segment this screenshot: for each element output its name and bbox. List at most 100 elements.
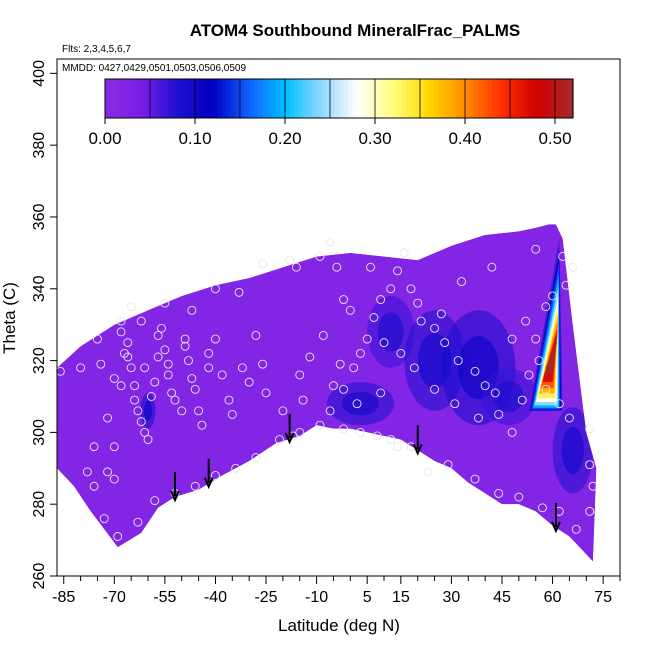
low-value-core-6 bbox=[561, 426, 584, 475]
observation-point bbox=[443, 460, 453, 470]
observation-point bbox=[585, 424, 595, 434]
colorbar-segment bbox=[505, 79, 511, 118]
heatmap-field bbox=[57, 224, 597, 562]
observation-point bbox=[136, 316, 146, 326]
y-tick-label: 280 bbox=[31, 491, 48, 518]
colorbar-segment bbox=[307, 79, 313, 118]
colorbar-segment bbox=[393, 79, 399, 118]
observation-point bbox=[406, 284, 416, 294]
observation-point bbox=[349, 363, 359, 373]
observation-point bbox=[187, 374, 197, 383]
observation-point bbox=[133, 517, 143, 527]
y-axis-title: Theta (C) bbox=[0, 282, 19, 354]
colorbar-segment bbox=[123, 79, 129, 118]
colorbar-frame bbox=[104, 78, 574, 119]
y-tick-label: 300 bbox=[31, 419, 48, 446]
observation-point bbox=[126, 363, 136, 373]
observation-point bbox=[251, 453, 261, 462]
observation-point bbox=[531, 244, 541, 254]
observation-point bbox=[436, 309, 446, 319]
observation-point bbox=[187, 305, 197, 315]
observation-point bbox=[180, 341, 190, 351]
colorbar-segment bbox=[276, 79, 282, 118]
observation-point bbox=[170, 395, 180, 405]
colorbar-segment bbox=[451, 79, 457, 118]
colorbar-segment bbox=[253, 79, 259, 118]
colorbar-segment bbox=[258, 79, 264, 118]
observation-point bbox=[210, 284, 220, 294]
observation-point bbox=[163, 370, 173, 380]
observation-point bbox=[298, 395, 308, 405]
colorbar-segment bbox=[294, 79, 300, 118]
colorbar-segment bbox=[375, 79, 381, 118]
colorbar-segment bbox=[105, 79, 111, 118]
colorbar-segment bbox=[186, 79, 192, 118]
observation-point bbox=[335, 359, 345, 369]
colorbar-segment bbox=[150, 79, 156, 118]
observation-point bbox=[366, 262, 375, 272]
observation-point bbox=[167, 388, 177, 398]
y-tick-label: 360 bbox=[31, 204, 48, 231]
profile-arrows bbox=[170, 414, 561, 534]
colorbar-segment bbox=[303, 79, 309, 118]
observation-point bbox=[558, 252, 568, 261]
colorbar-tick-label: 0.40 bbox=[448, 129, 481, 148]
colorbar-segment bbox=[361, 79, 367, 118]
x-tick-label: -40 bbox=[204, 589, 227, 606]
colorbar-segment bbox=[141, 79, 147, 118]
observation-point bbox=[295, 370, 305, 380]
observation-point bbox=[76, 363, 86, 373]
observation-point bbox=[548, 291, 558, 301]
colorbar-segment bbox=[177, 79, 183, 118]
x-tick-label: 5 bbox=[363, 589, 372, 606]
observation-point bbox=[103, 413, 113, 423]
observation-point bbox=[588, 481, 598, 491]
colorbar-segment bbox=[262, 79, 268, 118]
observation-point bbox=[318, 331, 328, 340]
colorbar-segment bbox=[406, 79, 412, 118]
colorbar-segment bbox=[420, 79, 426, 118]
observation-point bbox=[160, 345, 170, 355]
x-tick-label: -70 bbox=[103, 589, 126, 606]
colorbar-tick-label: 0.00 bbox=[88, 129, 121, 148]
observation-point bbox=[399, 248, 409, 258]
colorbar-segment bbox=[312, 79, 318, 118]
observation-point bbox=[109, 474, 119, 484]
observation-point bbox=[325, 237, 335, 247]
observation-point bbox=[146, 392, 156, 401]
y-tick-label: 400 bbox=[31, 60, 48, 87]
observation-point bbox=[180, 334, 190, 344]
colorbar-segment bbox=[474, 79, 480, 118]
colorbar-segment bbox=[564, 79, 570, 118]
colorbar-segment bbox=[195, 79, 201, 118]
observation-point bbox=[352, 399, 362, 409]
observation-point bbox=[153, 331, 163, 340]
observation-point bbox=[278, 406, 288, 416]
colorbar-segment bbox=[550, 79, 556, 118]
colorbar-segment bbox=[136, 79, 142, 118]
observation-point bbox=[534, 356, 544, 366]
colorbar-segment bbox=[555, 79, 561, 118]
colorbar-segment bbox=[460, 79, 466, 118]
colorbar-segment bbox=[442, 79, 448, 118]
observation-point bbox=[116, 316, 126, 326]
colorbar-segment bbox=[204, 79, 210, 118]
colorbar-segment bbox=[478, 79, 484, 118]
observation-point bbox=[305, 352, 315, 362]
observation-point bbox=[116, 327, 126, 337]
observation-point bbox=[244, 377, 254, 387]
observation-point bbox=[470, 474, 480, 484]
colorbar-segment bbox=[321, 79, 327, 118]
observation-point bbox=[224, 395, 234, 405]
observation-point bbox=[210, 334, 220, 344]
colorbar-segment bbox=[181, 79, 187, 118]
observation-point bbox=[393, 266, 402, 276]
observation-point bbox=[234, 287, 244, 297]
colorbar-segment bbox=[244, 79, 250, 118]
x-tick-label: -85 bbox=[52, 589, 75, 606]
observation-point bbox=[140, 363, 150, 373]
colorbar-tick-label: 0.50 bbox=[538, 129, 571, 148]
colorbar-segment bbox=[339, 79, 345, 118]
observation-point bbox=[453, 356, 463, 366]
observation-point bbox=[315, 252, 325, 261]
